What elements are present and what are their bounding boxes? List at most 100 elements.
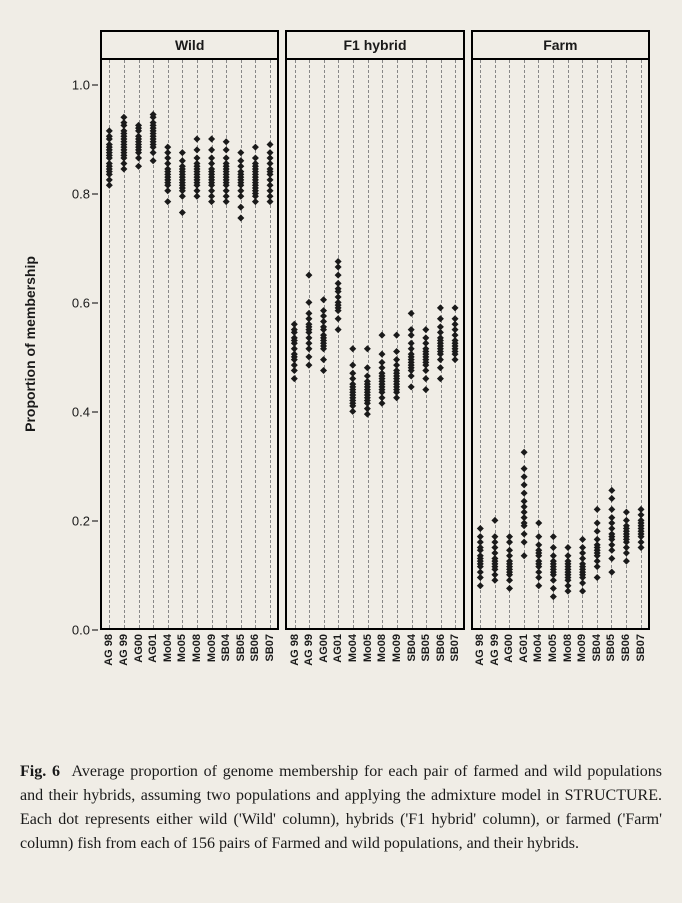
panel-body: AG 98AG 99AG00AG01Mo04Mo05Mo08Mo09SB04SB… (102, 60, 277, 628)
x-tick-label: Mo04 (162, 634, 174, 662)
figure: Proportion of membership 0.00.20.40.60.8… (20, 20, 662, 856)
data-point (437, 323, 444, 330)
data-point (437, 375, 444, 382)
data-point (564, 552, 571, 559)
data-point (193, 135, 200, 142)
x-tick-label: SB05 (605, 634, 617, 662)
figure-caption: Fig. 6 Average proportion of genome memb… (20, 760, 662, 856)
data-point (520, 530, 527, 537)
data-point (364, 345, 371, 352)
data-point (379, 332, 386, 339)
dot-layer (287, 60, 462, 628)
x-tick-label: Mo08 (191, 634, 203, 662)
data-point (423, 386, 430, 393)
data-point (593, 536, 600, 543)
y-tick-mark (92, 521, 98, 522)
data-point (120, 114, 127, 121)
data-point (193, 155, 200, 162)
data-point (306, 310, 313, 317)
x-tick-label: AG 98 (289, 634, 301, 666)
data-point (208, 146, 215, 153)
data-point (550, 533, 557, 540)
data-point (520, 481, 527, 488)
x-tick-label: Mo08 (376, 634, 388, 662)
x-tick-label: Mo09 (391, 634, 403, 662)
x-tick-label: SB06 (435, 634, 447, 662)
y-tick-label: 0.4 (72, 405, 90, 420)
data-point (393, 348, 400, 355)
data-point (623, 558, 630, 565)
y-tick-label: 0.2 (72, 514, 90, 529)
data-point (223, 146, 230, 153)
data-point (267, 149, 274, 156)
x-tick-label: AG01 (332, 634, 344, 663)
x-tick-label: Mo09 (576, 634, 588, 662)
data-point (608, 514, 615, 521)
data-point (320, 307, 327, 314)
y-tick-label: 0.8 (72, 187, 90, 202)
data-point (306, 353, 313, 360)
data-point (579, 544, 586, 551)
data-point (237, 204, 244, 211)
data-point (579, 588, 586, 595)
y-tick-mark (92, 194, 98, 195)
data-point (364, 364, 371, 371)
data-point (252, 144, 259, 151)
data-point (593, 528, 600, 535)
data-point (535, 541, 542, 548)
y-tick-mark (92, 412, 98, 413)
data-point (208, 155, 215, 162)
panel-body: AG 98AG 99AG00AG01Mo04Mo05Mo08Mo09SB04SB… (287, 60, 462, 628)
data-point (520, 539, 527, 546)
data-point (306, 362, 313, 369)
data-point (237, 214, 244, 221)
y-axis: Proportion of membership 0.00.20.40.60.8… (20, 58, 98, 630)
data-point (423, 334, 430, 341)
x-tick-label: Mo04 (347, 634, 359, 662)
data-point (291, 375, 298, 382)
panel-title: Farm (473, 32, 648, 60)
data-point (306, 299, 313, 306)
data-point (164, 144, 171, 151)
data-point (550, 552, 557, 559)
data-point (291, 321, 298, 328)
data-point (320, 367, 327, 374)
data-point (193, 146, 200, 153)
x-tick-label: SB07 (635, 634, 647, 662)
x-tick-label: SB07 (264, 634, 276, 662)
dot-layer (102, 60, 277, 628)
data-point (637, 506, 644, 513)
panel-title: Wild (102, 32, 277, 60)
data-point (452, 304, 459, 311)
x-tick-label: AG01 (518, 634, 530, 663)
x-tick-label: AG01 (147, 634, 159, 663)
y-tick-label: 1.0 (72, 78, 90, 93)
x-tick-label: AG 99 (118, 634, 130, 666)
y-tick-label: 0.0 (72, 623, 90, 638)
data-point (408, 310, 415, 317)
data-point (350, 362, 357, 369)
panel: F1 hybridAG 98AG 99AG00AG01Mo04Mo05Mo08M… (285, 30, 464, 630)
data-point (535, 533, 542, 540)
data-point (423, 326, 430, 333)
data-point (476, 533, 483, 540)
data-point (252, 155, 259, 162)
x-tick-label: SB05 (420, 634, 432, 662)
data-point (520, 490, 527, 497)
plot-region: WildAG 98AG 99AG00AG01Mo04Mo05Mo08Mo09SB… (100, 30, 650, 630)
data-point (423, 375, 430, 382)
data-point (179, 209, 186, 216)
data-point (608, 506, 615, 513)
data-point (593, 574, 600, 581)
data-point (593, 506, 600, 513)
x-tick-label: AG 98 (103, 634, 115, 666)
data-point (135, 163, 142, 170)
data-point (491, 517, 498, 524)
x-tick-label: AG 99 (303, 634, 315, 666)
data-point (550, 593, 557, 600)
y-axis-label: Proportion of membership (22, 256, 38, 432)
data-point (452, 315, 459, 322)
panel: WildAG 98AG 99AG00AG01Mo04Mo05Mo08Mo09SB… (100, 30, 279, 630)
data-point (520, 465, 527, 472)
data-point (335, 258, 342, 265)
